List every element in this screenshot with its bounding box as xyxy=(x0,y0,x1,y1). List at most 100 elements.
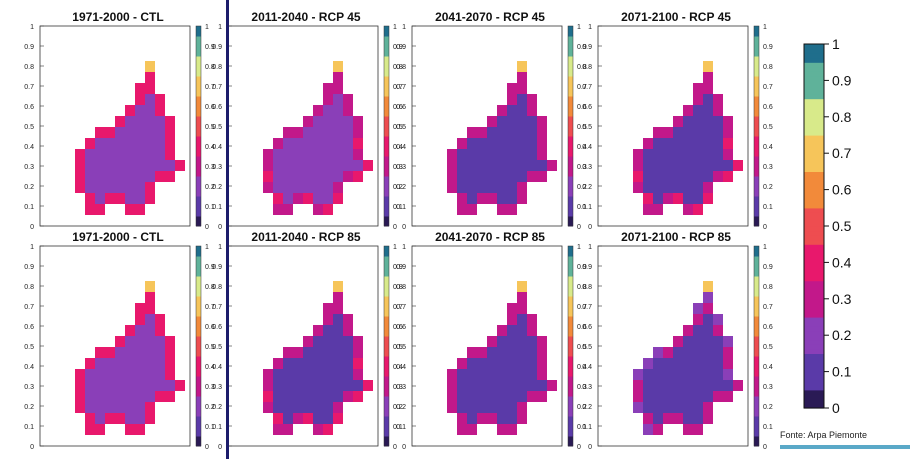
map-cell xyxy=(477,127,487,138)
main-colorbar-segment xyxy=(804,57,824,63)
map-cell xyxy=(283,424,293,435)
map-cell xyxy=(263,380,273,391)
map-cell xyxy=(135,160,145,171)
map-cell xyxy=(693,138,703,149)
map-cell xyxy=(683,138,693,149)
y-tick-label: 0.6 xyxy=(24,104,34,111)
map-cell xyxy=(733,380,743,391)
map-cell xyxy=(643,369,653,380)
map-cell xyxy=(653,193,663,204)
map-cell xyxy=(643,204,653,215)
main-colorbar-segment xyxy=(804,339,824,345)
map-cell xyxy=(95,193,105,204)
colorbar-segment xyxy=(568,56,573,62)
map-cell xyxy=(105,358,115,369)
map-cell xyxy=(293,369,303,380)
colorbar-segment xyxy=(568,331,573,337)
main-colorbar-segment xyxy=(804,175,824,182)
map-cell xyxy=(447,160,457,171)
map-cell xyxy=(693,94,703,105)
map-cell xyxy=(135,336,145,347)
map-cell xyxy=(537,160,547,171)
colorbar-tick-label: 1 xyxy=(205,244,209,251)
map-cell xyxy=(323,347,333,358)
map-cell xyxy=(643,380,653,391)
map-cell xyxy=(145,358,155,369)
colorbar-segment xyxy=(754,61,759,67)
colorbar-tick-label: 0 xyxy=(393,444,397,451)
map-cell xyxy=(507,347,517,358)
map-cell xyxy=(467,391,477,402)
map-cell xyxy=(313,325,323,336)
colorbar-tick-label: 0.6 xyxy=(393,104,403,111)
colorbar-segment xyxy=(196,36,201,42)
map-cell xyxy=(517,369,527,380)
map-cell xyxy=(497,160,507,171)
map-cell xyxy=(633,380,643,391)
map-cell xyxy=(323,204,333,215)
colorbar-segment xyxy=(754,381,759,387)
map-cell xyxy=(477,358,487,369)
map-cell xyxy=(273,358,283,369)
map-cell xyxy=(527,391,537,402)
map-cell xyxy=(497,127,507,138)
colorbar-segment xyxy=(196,301,201,307)
main-colorbar-tick-label: 0.9 xyxy=(832,72,852,88)
map-cell xyxy=(155,347,165,358)
main-colorbar-segment xyxy=(804,285,824,291)
map-cell xyxy=(683,149,693,160)
map-cell xyxy=(115,380,125,391)
colorbar-segment xyxy=(196,296,201,302)
colorbar-segment xyxy=(196,276,201,282)
map-cell xyxy=(353,116,363,127)
map-cell xyxy=(145,303,155,314)
map-cell xyxy=(703,281,713,292)
map-cell xyxy=(323,83,333,94)
main-colorbar-tick-label: 0.7 xyxy=(832,145,852,161)
map-cell xyxy=(333,127,343,138)
map-cell xyxy=(683,182,693,193)
colorbar-segment xyxy=(568,131,573,137)
map-cell xyxy=(293,347,303,358)
colorbar-segment xyxy=(384,201,389,207)
colorbar-segment xyxy=(754,416,759,422)
colorbar-segment xyxy=(196,166,201,172)
map-cell xyxy=(447,391,457,402)
colorbar-segment xyxy=(196,61,201,67)
map-cell xyxy=(125,380,135,391)
map-cell xyxy=(527,325,537,336)
main-colorbar-segment xyxy=(804,130,824,136)
colorbar-segment xyxy=(754,101,759,107)
map-cell xyxy=(145,83,155,94)
colorbar-tick-label: 1 xyxy=(393,244,397,251)
map-cell xyxy=(693,413,703,424)
map-cell xyxy=(703,171,713,182)
map-cell xyxy=(713,380,723,391)
map-cell xyxy=(165,138,175,149)
colorbar-tick-label: 0.9 xyxy=(763,44,773,51)
colorbar-segment xyxy=(754,311,759,317)
main-colorbar-segment xyxy=(804,148,824,154)
y-tick-label: 0.8 xyxy=(24,64,34,71)
map-cell xyxy=(507,402,517,413)
map-cell xyxy=(663,358,673,369)
map-cell xyxy=(115,402,125,413)
map-cell xyxy=(343,325,353,336)
colorbar-segment xyxy=(568,271,573,277)
map-cell xyxy=(283,160,293,171)
colorbar-segment xyxy=(384,311,389,317)
map-cell xyxy=(703,138,713,149)
colorbar-segment xyxy=(754,371,759,377)
y-tick-label: 0.6 xyxy=(396,104,406,111)
colorbar-segment xyxy=(196,411,201,417)
colorbar-tick-label: 0.3 xyxy=(205,164,215,171)
y-tick-label: 0.1 xyxy=(24,204,34,211)
colorbar-segment xyxy=(196,96,201,102)
map-cell xyxy=(723,127,733,138)
colorbar-segment xyxy=(196,286,201,292)
map-cell xyxy=(283,204,293,215)
colorbar-segment xyxy=(384,166,389,172)
colorbar-tick-label: 0.9 xyxy=(205,44,215,51)
map-cell xyxy=(333,182,343,193)
colorbar-tick-label: 0.6 xyxy=(763,104,773,111)
